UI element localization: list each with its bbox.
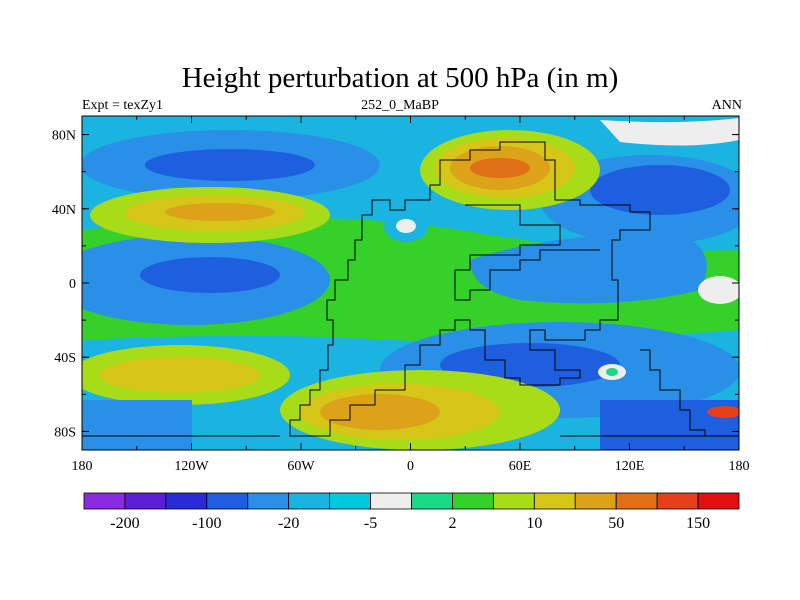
coastline [289, 141, 651, 437]
colorbar-box [247, 492, 290, 510]
coastline-asia [454, 204, 600, 301]
lon-tick-label: 60E [509, 459, 532, 474]
lon-tick-label: 60W [287, 459, 315, 474]
colorbar-label: 50 [608, 515, 624, 532]
lon-tick-label: 0 [407, 459, 414, 474]
colorbar [83, 492, 740, 510]
colorbar-box [329, 492, 371, 510]
colorbar-label: -20 [278, 515, 299, 532]
plot-title: Height perturbation at 500 hPa (in m) [181, 62, 619, 94]
colorbar-box [656, 492, 699, 510]
lon-tick-label: 120W [174, 459, 209, 474]
period-label: 252_0_MaBP [361, 98, 439, 113]
colorbar-box [411, 492, 453, 510]
colorbar-box [615, 492, 658, 510]
contour-field [82, 116, 739, 450]
colorbar-label: -100 [192, 515, 221, 532]
colorbar-box [492, 492, 535, 510]
season-label: ANN [711, 98, 742, 113]
colorbar-box [533, 492, 576, 510]
lat-tick-label: 80N [52, 129, 76, 144]
colorbar-box [697, 492, 740, 510]
colorbar-box [83, 492, 126, 510]
lat-tick-label: 80S [54, 425, 76, 440]
lon-tick-label: 120E [615, 459, 645, 474]
colorbar-box [370, 492, 412, 510]
lon-tick-label: 180 [729, 459, 750, 474]
colorbar-box [165, 492, 208, 510]
lon-tick-label: 180 [72, 459, 93, 474]
lat-tick-label: 0 [69, 277, 76, 292]
colorbar-label: 10 [526, 515, 542, 532]
colorbar-label: -200 [110, 515, 139, 532]
colorbar-box [574, 492, 617, 510]
colorbar-box [452, 492, 494, 510]
coastline-east [640, 349, 706, 436]
colorbar-label: 150 [686, 515, 710, 532]
colorbar-box [124, 492, 167, 510]
colorbar-label: 2 [448, 515, 456, 532]
experiment-label: Expt = texZy1 [82, 98, 163, 113]
lat-tick-label: 40N [52, 203, 76, 218]
colorbar-box [288, 492, 331, 510]
lat-tick-label: 40S [54, 351, 76, 366]
colorbar-label: -5 [364, 515, 377, 532]
colorbar-box [206, 492, 249, 510]
